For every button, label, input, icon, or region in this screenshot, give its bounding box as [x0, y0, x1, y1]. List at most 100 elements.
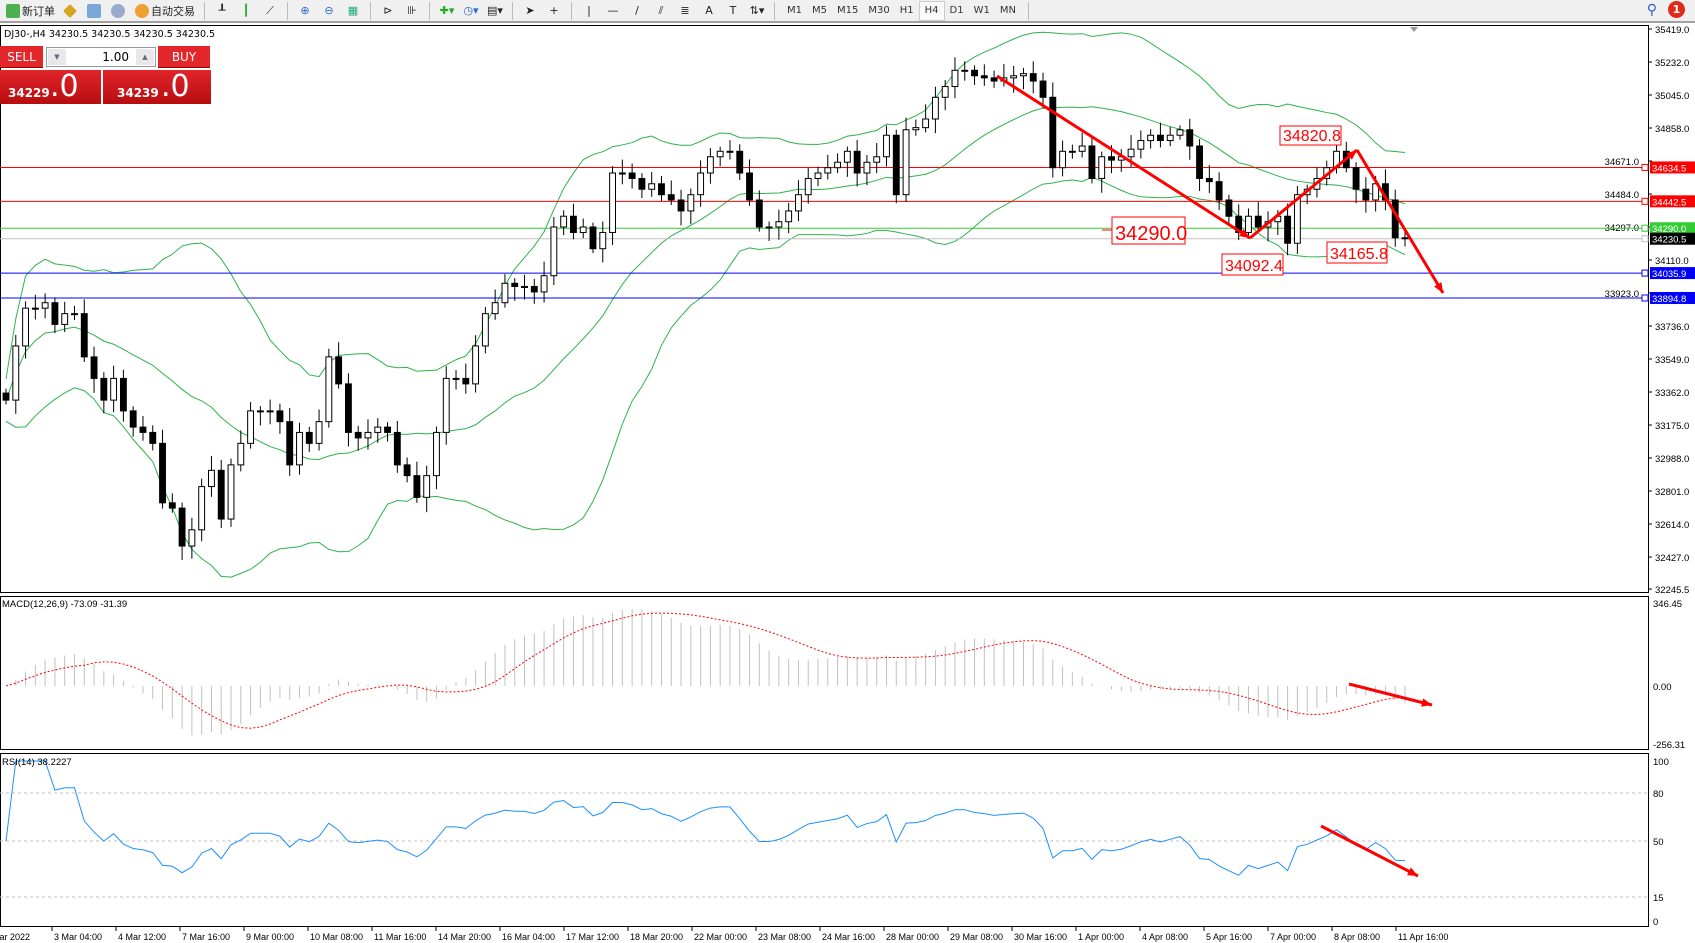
text-tool[interactable]: A	[705, 4, 713, 17]
autoscroll-button[interactable]: ⊳	[383, 4, 393, 17]
timeframe-m5[interactable]: M5	[812, 5, 827, 16]
price-line-label: 34290.0	[1652, 224, 1686, 235]
bear-candle	[736, 150, 744, 174]
timeframe-h4[interactable]: H4	[918, 0, 945, 21]
bear-candle	[667, 194, 675, 201]
rsi-label: RSI(14) 38.2227	[2, 757, 72, 768]
bull-candle	[863, 161, 871, 174]
bear-candle	[354, 431, 362, 439]
divider	[429, 1, 430, 20]
divider	[1027, 1, 1029, 20]
indicators-button[interactable]: ✚▾	[439, 4, 455, 17]
bull-candle	[364, 431, 372, 439]
vertical-line-tool[interactable]: |	[587, 4, 591, 17]
sell-button[interactable]: SELL	[0, 46, 43, 68]
horizontal-line-tool[interactable]: —	[607, 4, 619, 17]
search-icon[interactable]: ⚲	[1646, 2, 1657, 18]
lot-size-input[interactable]: 1.00	[46, 47, 156, 67]
auto-trading-button[interactable]: 自动交易	[133, 1, 197, 21]
bull-candle	[198, 486, 206, 531]
equidistant-channel-tool[interactable]: ⫽	[658, 3, 664, 17]
signals-button[interactable]	[109, 1, 129, 21]
macd-arrow-head	[1421, 698, 1432, 707]
time-axis-label: 4 Apr 08:00	[1142, 932, 1188, 942]
bear-candle	[1284, 215, 1292, 244]
bear-candle	[217, 469, 225, 520]
text-label-tool[interactable]: T	[729, 4, 737, 17]
timeframe-mn[interactable]: MN	[999, 5, 1016, 16]
bear-candle	[100, 377, 108, 401]
chart-shift-marker	[1410, 27, 1418, 32]
timeframe-d1[interactable]: D1	[949, 5, 964, 16]
timeframe-m1[interactable]: M1	[787, 5, 802, 16]
price-axis-label: 33549.0	[1655, 355, 1689, 366]
sell-price[interactable]: 34229.0	[0, 69, 101, 104]
bear-candle	[413, 475, 421, 498]
candlestick-button[interactable]: ┃	[242, 4, 250, 17]
new-order-button[interactable]: 新订单	[4, 1, 57, 21]
line-handle	[1641, 224, 1649, 232]
macd-arrow	[1348, 682, 1433, 707]
bear-candle	[1254, 215, 1262, 228]
zoom-in-button[interactable]: ⊕	[300, 4, 310, 17]
trendline-tool[interactable]: /	[635, 4, 639, 17]
bear-candle	[1401, 237, 1409, 240]
bull-candle	[560, 215, 568, 228]
bear-candle	[569, 215, 577, 233]
macd-label: MACD(12,26,9) -73.09 -31.39	[2, 599, 127, 610]
bull-candle	[1127, 148, 1135, 158]
bull-candle	[501, 282, 509, 304]
bull-candle	[706, 156, 714, 174]
periods-button[interactable]: ◷▾	[463, 4, 479, 17]
line-handle	[1641, 235, 1649, 243]
bull-candle	[1293, 194, 1301, 244]
notification-badge[interactable]: 1	[1668, 1, 1685, 18]
timeframe-m15[interactable]: M15	[837, 5, 859, 16]
templates-button[interactable]: ▤▾	[487, 4, 503, 17]
bull-candle	[481, 313, 489, 347]
bull-candle	[315, 421, 323, 444]
bear-candle	[90, 356, 98, 379]
bear-candle	[305, 431, 313, 444]
arrows-tool[interactable]: ⇅▾	[749, 4, 765, 17]
price-annotation: 34290.0	[1115, 223, 1187, 245]
time-axis-label: 7 Mar 16:00	[182, 932, 230, 942]
price-annotation-box	[1279, 125, 1342, 146]
timeframe-h1[interactable]: H1	[899, 5, 914, 16]
lot-increase-button[interactable]: ▲	[136, 49, 154, 65]
bull-candle	[452, 377, 460, 380]
cursor-tool[interactable]: ➤	[525, 4, 535, 17]
bear-candle	[628, 172, 636, 179]
buy-price[interactable]: 34239.0	[103, 69, 211, 104]
price-label-bg	[1650, 267, 1695, 280]
lot-decrease-button[interactable]: ▼	[48, 49, 66, 65]
bull-candle	[237, 442, 245, 466]
price-axis-label: 33362.0	[1655, 388, 1689, 399]
crosshair-tool[interactable]: +	[549, 4, 559, 17]
buy-button[interactable]: BUY	[158, 46, 210, 68]
rsi-line	[5, 760, 1406, 876]
up-arrow	[1249, 148, 1358, 240]
bear-candle	[276, 410, 284, 423]
time-axis-label: 16 Mar 04:00	[502, 932, 555, 942]
fibonacci-tool[interactable]: ≣	[680, 4, 690, 17]
bar-chart-button[interactable]: ┸	[218, 4, 226, 17]
tile-windows-button[interactable]: ▦	[347, 4, 359, 17]
bull-candle	[71, 313, 78, 316]
time-axis-label: 23 Mar 08:00	[758, 932, 811, 942]
chart-shift-button[interactable]: ⊪	[407, 4, 417, 17]
zoom-out-button[interactable]: ⊖	[324, 4, 334, 17]
price-annotation: 34820.8	[1283, 128, 1341, 145]
bull-candle	[61, 313, 69, 325]
timeframe-w1[interactable]: W1	[973, 5, 990, 16]
timeframe-m30[interactable]: M30	[868, 5, 890, 16]
bull-candle	[1176, 129, 1184, 136]
bear-candle	[462, 377, 470, 385]
bull-candle	[687, 194, 695, 212]
time-axis-label: 9 Mar 00:00	[246, 932, 294, 942]
macd-signal-line	[5, 612, 1406, 729]
navigator-button[interactable]	[85, 1, 105, 21]
divider	[571, 1, 572, 20]
line-chart-button[interactable]: ⟋	[266, 3, 274, 17]
